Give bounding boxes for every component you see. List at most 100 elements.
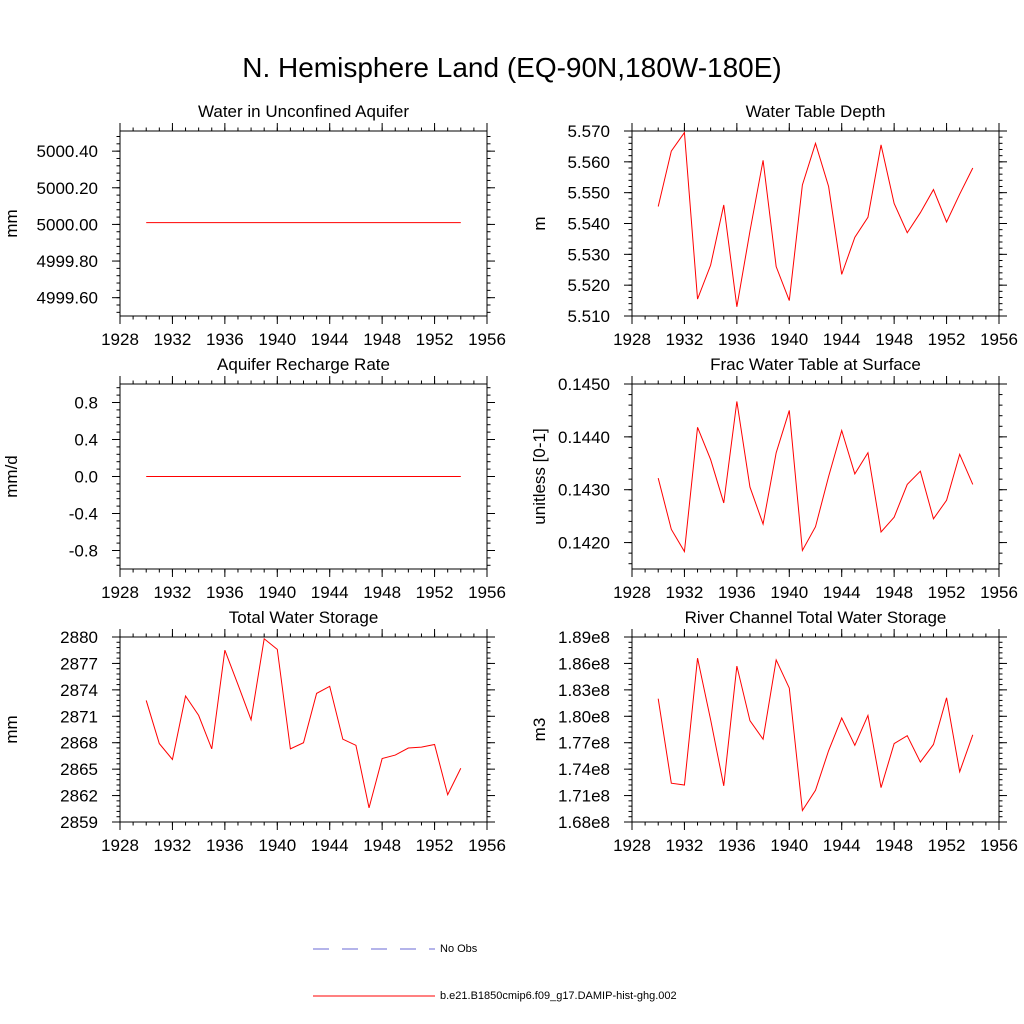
y-tick-label: 1.83e8 — [558, 681, 610, 700]
x-tick-label: 1948 — [875, 583, 913, 602]
x-tick-label: 1944 — [311, 836, 349, 855]
y-tick-label: 0.0 — [74, 468, 98, 487]
y-tick-label: 2859 — [60, 813, 98, 832]
x-tick-label: 1956 — [468, 583, 506, 602]
x-tick-label: 1940 — [770, 583, 808, 602]
x-tick-label: 1932 — [154, 330, 192, 349]
y-tick-label: 1.71e8 — [558, 787, 610, 806]
x-tick-label: 1944 — [311, 583, 349, 602]
y-axis-label: unitless [0-1] — [530, 428, 549, 524]
panel-title: Aquifer Recharge Rate — [217, 355, 390, 374]
y-axis-label: m — [530, 216, 549, 230]
y-tick-label: -0.8 — [69, 542, 98, 561]
x-tick-label: 1956 — [468, 330, 506, 349]
x-tick-label: 1952 — [928, 836, 966, 855]
panel-title: Total Water Storage — [229, 608, 379, 627]
y-tick-label: 5000.00 — [37, 215, 98, 234]
x-tick-label: 1948 — [875, 330, 913, 349]
panel-title: River Channel Total Water Storage — [685, 608, 947, 627]
y-tick-label: 2862 — [60, 787, 98, 806]
chart-panel-4: 1928 1932 1936 1940 1944 1948 1952 1956 0.1420 0.… — [530, 355, 1018, 602]
x-tick-label: 1928 — [613, 330, 651, 349]
chart-panel-6: 1928 1932 1936 1940 1944 1948 1952 1956 1.68e8 1.… — [530, 608, 1018, 855]
y-tick-label: 5.520 — [567, 276, 610, 295]
x-tick-label: 1944 — [823, 330, 861, 349]
x-tick-label: 1940 — [770, 836, 808, 855]
panel-title: Frac Water Table at Surface — [710, 355, 921, 374]
series-line — [145, 637, 462, 809]
legend-label-model: b.e21.B1850cmip6.f09_g17.DAMIP-hist-ghg.… — [440, 990, 677, 1002]
x-tick-label: 1932 — [666, 836, 704, 855]
y-tick-label: 0.1450 — [558, 375, 610, 394]
x-tick-label: 1956 — [980, 836, 1018, 855]
y-tick-label: 2865 — [60, 760, 98, 779]
x-tick-label: 1932 — [154, 583, 192, 602]
chart-panel-3: 1928 1932 1936 1940 1944 1948 1952 1956 -0.8 -0.4… — [2, 355, 506, 602]
y-tick-label: 0.8 — [74, 394, 98, 413]
x-tick-label: 1944 — [823, 583, 861, 602]
y-tick-label: 2874 — [60, 681, 98, 700]
y-tick-label: 2871 — [60, 707, 98, 726]
x-tick-label: 1952 — [928, 583, 966, 602]
y-tick-label: 5.530 — [567, 245, 610, 264]
y-tick-label: 2880 — [60, 628, 98, 647]
x-tick-label: 1956 — [980, 330, 1018, 349]
y-tick-label: 1.74e8 — [558, 760, 610, 779]
y-tick-label: 4999.80 — [37, 252, 98, 271]
y-axis-label: mm/d — [2, 455, 21, 498]
y-tick-label: -0.4 — [69, 505, 98, 524]
y-tick-label: 1.77e8 — [558, 734, 610, 753]
chart-panel-1: 1928 1932 1936 1940 1944 1948 1952 1956 4999.60 4… — [2, 102, 506, 349]
x-tick-label: 1928 — [101, 583, 139, 602]
x-tick-label: 1928 — [101, 330, 139, 349]
series-line — [657, 131, 974, 307]
x-tick-label: 1932 — [666, 583, 704, 602]
x-tick-label: 1928 — [101, 836, 139, 855]
panel-title: Water in Unconfined Aquifer — [198, 102, 409, 121]
y-tick-label: 0.1430 — [558, 481, 610, 500]
series-line — [657, 401, 974, 554]
y-tick-label: 1.89e8 — [558, 628, 610, 647]
x-tick-label: 1952 — [416, 836, 454, 855]
y-tick-label: 0.1440 — [558, 428, 610, 447]
y-tick-label: 5000.20 — [37, 179, 98, 198]
chart-panel-2: 1928 1932 1936 1940 1944 1948 1952 1956 5.510 5.5… — [530, 102, 1018, 349]
x-tick-label: 1940 — [770, 330, 808, 349]
y-tick-label: 1.68e8 — [558, 813, 610, 832]
y-axis-label: mm — [2, 715, 21, 743]
x-tick-label: 1936 — [206, 330, 244, 349]
x-tick-label: 1948 — [363, 583, 401, 602]
x-tick-label: 1932 — [154, 836, 192, 855]
y-tick-label: 2868 — [60, 734, 98, 753]
x-tick-label: 1956 — [468, 836, 506, 855]
y-tick-label: 0.1420 — [558, 534, 610, 553]
panel-title: Water Table Depth — [746, 102, 886, 121]
y-tick-label: 5.540 — [567, 215, 610, 234]
y-tick-label: 5.550 — [567, 184, 610, 203]
x-tick-label: 1952 — [416, 330, 454, 349]
y-tick-label: 5.510 — [567, 307, 610, 326]
x-tick-label: 1940 — [258, 583, 296, 602]
x-tick-label: 1936 — [718, 836, 756, 855]
x-tick-label: 1956 — [980, 583, 1018, 602]
x-tick-label: 1928 — [613, 583, 651, 602]
x-tick-label: 1940 — [258, 836, 296, 855]
x-tick-label: 1952 — [928, 330, 966, 349]
y-tick-label: 5.560 — [567, 153, 610, 172]
x-tick-label: 1948 — [363, 836, 401, 855]
x-tick-label: 1932 — [666, 330, 704, 349]
y-tick-label: 1.80e8 — [558, 707, 610, 726]
x-tick-label: 1936 — [206, 583, 244, 602]
y-tick-label: 0.4 — [74, 431, 98, 450]
y-tick-label: 5000.40 — [37, 142, 98, 161]
x-tick-label: 1944 — [823, 836, 861, 855]
y-tick-label: 2877 — [60, 654, 98, 673]
x-tick-label: 1948 — [363, 330, 401, 349]
x-tick-label: 1936 — [718, 330, 756, 349]
x-tick-label: 1952 — [416, 583, 454, 602]
y-tick-label: 5.570 — [567, 122, 610, 141]
figure-title: N. Hemisphere Land (EQ-90N,180W-180E) — [242, 52, 782, 83]
x-tick-label: 1936 — [718, 583, 756, 602]
